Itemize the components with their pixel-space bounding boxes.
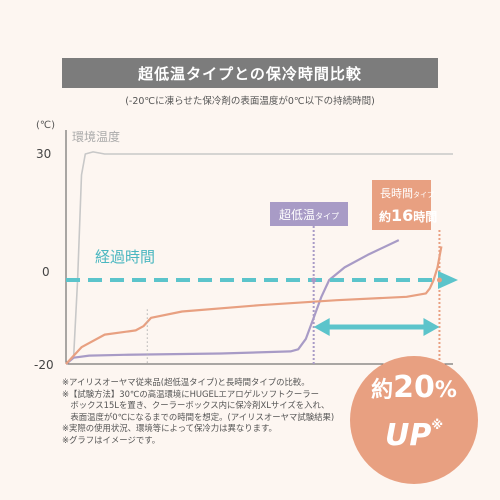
legend-long-subtext: 約16時間	[379, 206, 437, 225]
legend-ultra-text: 超低温タイプ	[279, 207, 339, 222]
badge-pre: 約	[371, 378, 394, 403]
badge-num: 20	[393, 370, 435, 405]
footnote-4: 表面温度が0℃になるまでの時間を想定。(アイリスオーヤマ試験結果)	[62, 411, 335, 422]
y-tick-0: 0	[42, 265, 50, 279]
legend-long-sub-pre: 約	[379, 209, 391, 224]
footnote-3: ボックス15Lを置き、クーラーボックス内に保冷剤XLサイズを入れ、	[62, 400, 330, 411]
legend-long-suffix: タイプ	[413, 190, 434, 199]
elapsed-time-arrowhead	[438, 271, 458, 289]
y-tick-minus20: -20	[34, 358, 54, 372]
badge-up: UP	[384, 418, 432, 453]
badge-line1: 約20%	[350, 370, 478, 405]
footnotes: ※アイリスオーヤマ従来品(超低温タイプ)と長時間タイプの比較。 ※【試験方法】3…	[62, 377, 362, 447]
y-axis-label: (℃)	[36, 120, 55, 131]
legend-ultra-suffix: タイプ	[315, 212, 339, 221]
footnote-6: ※グラフはイメージです。	[62, 434, 161, 445]
legend-long-box	[372, 180, 431, 230]
series-line-ultra	[65, 239, 400, 365]
elapsed-time-label: 経過時間	[95, 248, 155, 266]
legend-env-label: 環境温度	[72, 129, 120, 144]
badge-mark: ※	[431, 418, 444, 432]
footnote-2: ※【試験方法】30℃の高温環境にHUGELエアロゲルソフトクーラー	[62, 388, 319, 399]
long-zero-point	[436, 277, 442, 283]
legend-ultra-label: 超低温	[279, 207, 315, 222]
legend-long-label: 長時間	[380, 187, 413, 200]
chart-title: 超低温タイプとの保冷時間比較	[62, 58, 438, 88]
difference-arrowhead-left	[313, 318, 330, 336]
ultra-zero-point	[311, 277, 317, 283]
improvement-badge: 約20% UP※	[350, 356, 478, 484]
legend-long-text: 長時間タイプ	[380, 187, 434, 200]
legend-ultra-box	[270, 202, 348, 226]
badge-unit: %	[434, 378, 457, 403]
series-line-long	[65, 246, 443, 365]
series-line-env	[65, 151, 453, 365]
difference-arrowhead-right	[423, 318, 440, 336]
chart-subtitle: (-20℃に凍らせた保冷剤の表面温度が0℃以下の持続時間)	[125, 96, 375, 107]
footnote-5: ※実際の使用状況、環境等によって保冷力は異なります。	[62, 423, 277, 434]
legend-long-sub-post: 時間	[413, 209, 437, 224]
badge-line2: UP※	[350, 418, 478, 453]
footnote-1: ※アイリスオーヤマ従来品(超低温タイプ)と長時間タイプの比較。	[62, 377, 310, 387]
legend-long-sub-num: 16	[391, 206, 413, 225]
y-tick-30: 30	[36, 147, 51, 161]
